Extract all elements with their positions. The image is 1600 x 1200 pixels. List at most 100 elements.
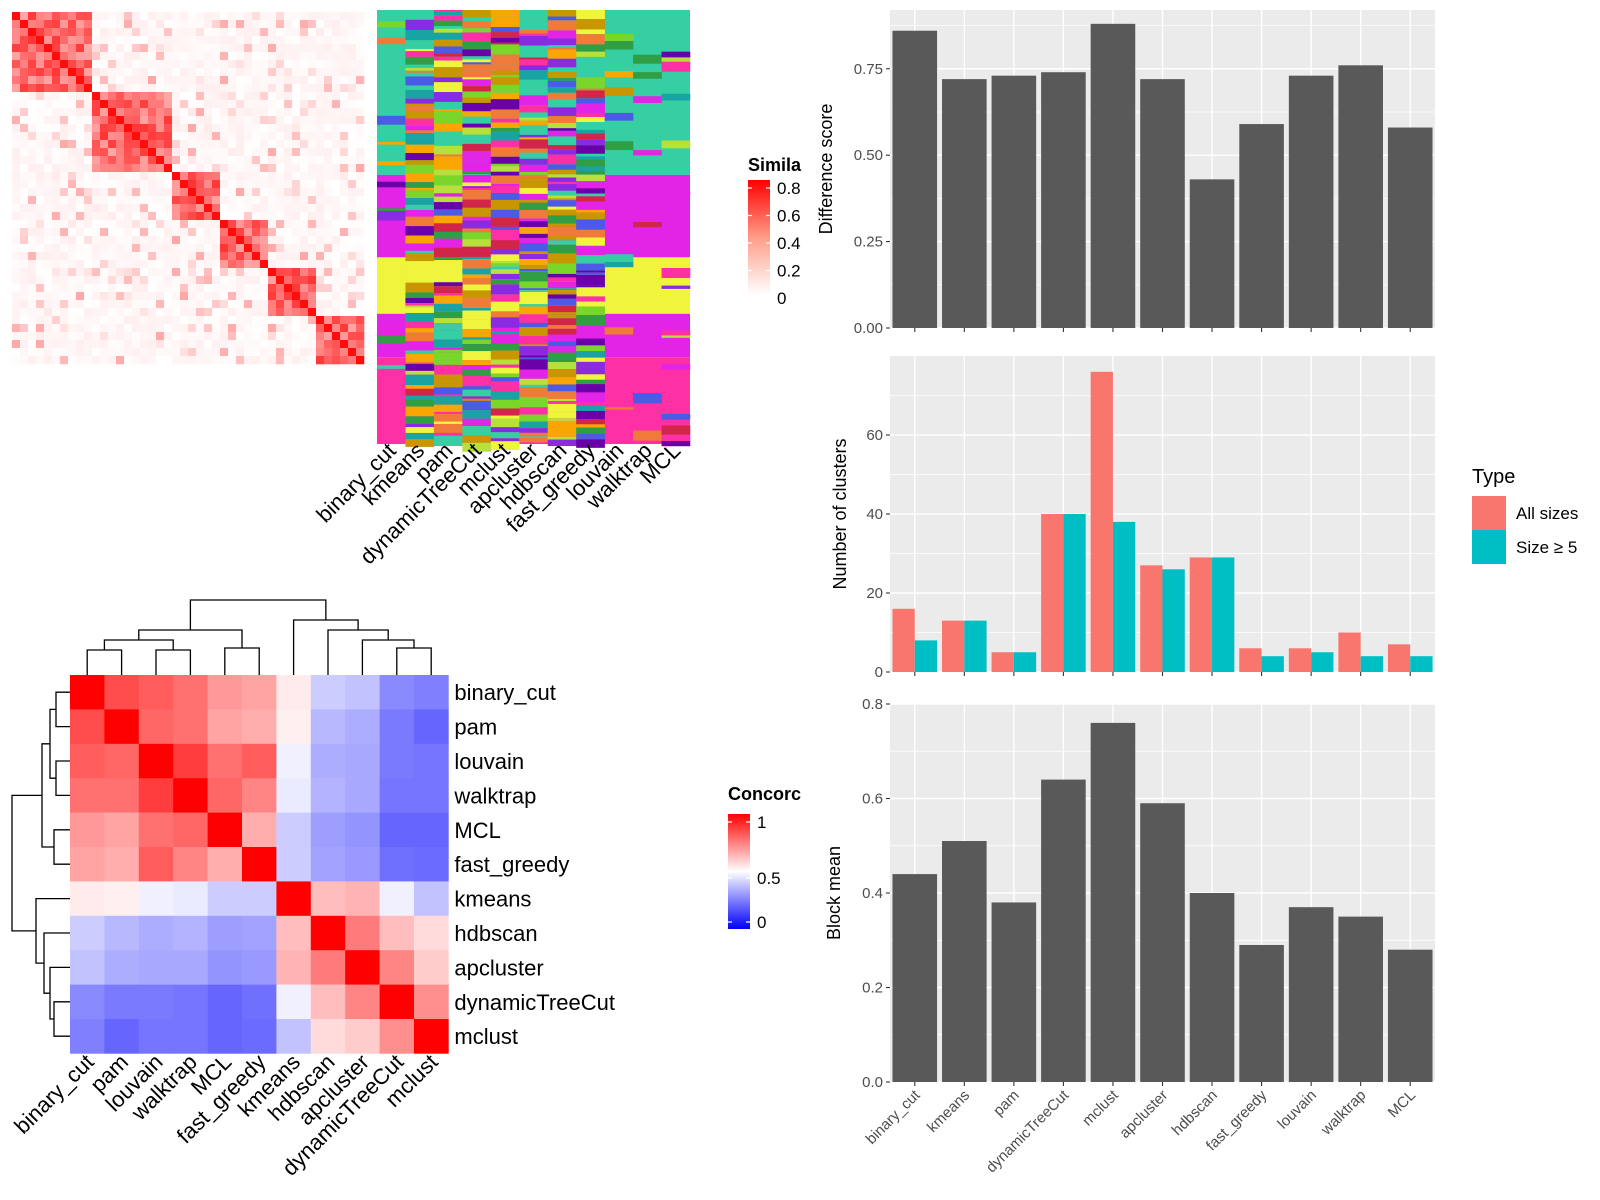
similarity-cell — [12, 140, 21, 149]
similarity-cell — [252, 68, 261, 77]
similarity-cell — [324, 284, 333, 293]
assignment-cell — [462, 186, 492, 189]
similarity-cell — [76, 228, 85, 237]
similarity-cell — [76, 20, 85, 29]
similarity-cell — [188, 140, 197, 149]
similarity-cell — [308, 20, 317, 29]
assignment-cell — [576, 433, 605, 440]
similarity-cell — [116, 36, 125, 45]
similarity-cell — [84, 76, 93, 85]
assignment-cell — [433, 404, 463, 412]
similarity-cell — [268, 236, 277, 245]
similarity-cell — [84, 276, 93, 285]
assignment-cell — [490, 54, 520, 58]
similarity-cell — [164, 236, 173, 245]
bar — [1288, 648, 1312, 672]
similarity-cell — [260, 284, 269, 293]
similarity-cell — [148, 236, 157, 245]
similarity-cell — [260, 212, 269, 221]
similarity-cell — [60, 316, 69, 325]
similarity-cell — [204, 164, 213, 173]
assignment-cell — [405, 70, 435, 73]
similarity-cell — [20, 76, 29, 85]
similarity-cell — [340, 20, 349, 29]
assignment-cell — [405, 144, 435, 153]
dendrogram-branch — [292, 619, 359, 675]
similarity-cell — [188, 84, 197, 93]
assignment-cell — [490, 408, 520, 416]
similarity-cell — [108, 172, 117, 181]
similarity-cell — [76, 28, 85, 37]
similarity-cell — [356, 124, 365, 133]
similarity-cell — [68, 212, 77, 221]
similarity-cell — [92, 100, 101, 109]
concordance-cell — [414, 847, 449, 882]
similarity-cell — [292, 356, 301, 365]
bar — [1090, 722, 1136, 1082]
assignment-cell — [433, 15, 463, 21]
assignment-cell — [547, 439, 577, 447]
similarity-cell — [92, 148, 101, 157]
concordance-cell — [276, 778, 312, 813]
assignment-cell — [519, 428, 549, 433]
similarity-cell — [156, 244, 165, 253]
similarity-cell — [36, 204, 45, 213]
assignment-cell — [519, 306, 549, 315]
assignment-cell — [490, 226, 520, 230]
assignment-cell — [405, 416, 435, 424]
similarity-cell — [292, 60, 301, 69]
concordance-legend: Concorc 10.50 — [728, 784, 801, 932]
similarity-cell — [292, 108, 301, 117]
similarity-cell — [188, 348, 197, 357]
assignment-cell — [547, 398, 577, 402]
x-tick-label: walktrap — [1317, 1087, 1369, 1139]
assignment-cell — [519, 359, 549, 370]
similarity-cell — [268, 260, 277, 269]
similarity-legend-tick-label: 0.6 — [777, 207, 801, 226]
similarity-cell — [28, 76, 37, 85]
similarity-cell — [92, 260, 101, 269]
similarity-cell — [76, 204, 85, 213]
similarity-cell — [228, 324, 237, 333]
similarity-cell — [180, 124, 189, 133]
assignment-cell — [576, 384, 605, 393]
similarity-cell — [60, 300, 69, 309]
similarity-cell — [116, 60, 125, 69]
similarity-cell — [156, 324, 165, 333]
assignment-cell — [405, 350, 435, 354]
similarity-cell — [28, 332, 37, 341]
similarity-cell — [196, 188, 205, 197]
similarity-cell — [76, 60, 85, 69]
dendrogram-branch — [327, 629, 389, 675]
bar — [1212, 557, 1235, 672]
similarity-cell — [228, 228, 237, 237]
similarity-cell — [212, 172, 221, 181]
similarity-cell — [204, 356, 213, 365]
assignment-cell — [547, 130, 577, 137]
similarity-cell — [244, 212, 253, 221]
assignment-cell — [433, 432, 463, 436]
assignment-cell — [576, 88, 605, 91]
similarity-cell — [348, 124, 357, 133]
similarity-cell — [108, 28, 117, 37]
similarity-cell — [116, 68, 125, 77]
similarity-cell — [20, 108, 29, 117]
bar — [991, 75, 1037, 328]
concordance-cell — [414, 984, 449, 1020]
assignment-cell — [462, 274, 492, 278]
similarity-cell — [148, 132, 157, 141]
similarity-cell — [188, 340, 197, 349]
assignment-cell — [433, 60, 463, 68]
similarity-cell — [84, 212, 93, 221]
similarity-cell — [316, 68, 325, 77]
similarity-cell — [60, 92, 69, 101]
similarity-cell — [164, 172, 173, 181]
assignment-cell — [547, 206, 577, 210]
similarity-cell — [116, 92, 125, 101]
assignment-cell — [576, 117, 605, 123]
assignment-cell — [433, 39, 463, 47]
similarity-cell — [228, 212, 237, 221]
concordance-cell — [104, 915, 140, 951]
similarity-cell — [316, 116, 325, 125]
similarity-cell — [60, 108, 69, 117]
